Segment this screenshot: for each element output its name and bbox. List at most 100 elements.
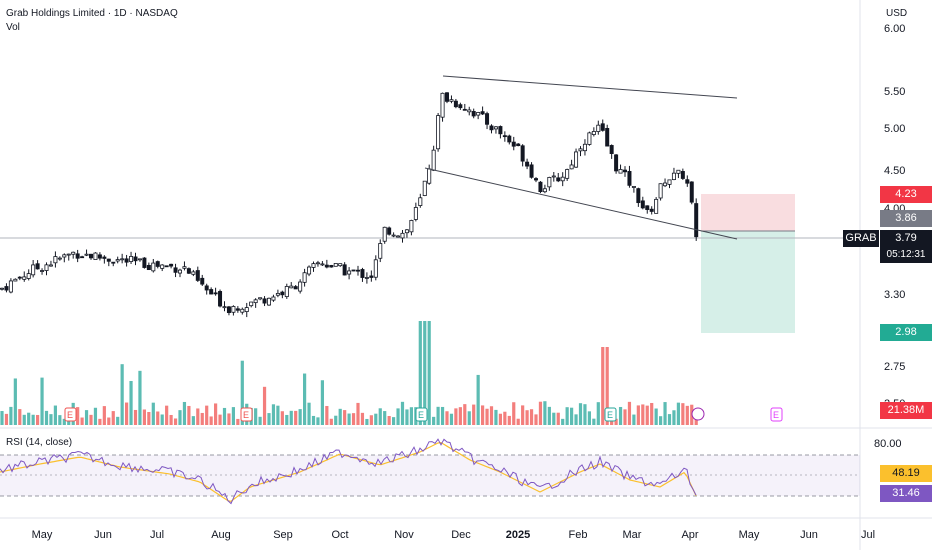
countdown-tag: 05:12:31 [880,246,932,263]
volume-bar [587,411,591,425]
volume-bar [156,411,160,425]
candle-body [142,257,147,268]
volume-bar [498,413,502,425]
volume-bar [258,416,262,425]
candle-body [542,188,547,193]
candle-body [320,263,325,266]
volume-bar [440,406,445,425]
volume-bar [636,405,640,425]
volume-bar [556,412,560,425]
candle-body [111,261,116,264]
candle-body [422,180,427,196]
volume-bar [676,402,680,425]
volume-bar [400,401,405,425]
candle-body [302,272,307,283]
candle-body [35,263,40,270]
candle-body [582,143,587,152]
candle-body [186,268,191,274]
volume-bar [325,405,329,425]
candle-body [560,176,565,182]
volume-bar [641,404,645,425]
candle-body [485,113,490,125]
volume-bar [516,418,520,425]
volume-bar [467,411,471,425]
volume-bar [298,409,302,425]
volume-bar [485,408,489,425]
candle-body [351,269,356,272]
candle-body [680,171,685,179]
volume-bar [605,347,609,425]
candle-body [93,252,98,260]
candle-body [440,92,445,118]
candle-body [382,226,387,242]
volume-bar [618,406,623,425]
candle-body [623,169,628,173]
candle-body [631,185,636,188]
candle-body [89,253,94,259]
x-axis-label: May [739,529,760,541]
candle-body [102,256,107,259]
volume-bar [27,412,31,425]
volume-bar [534,414,538,425]
candle-body [226,306,231,313]
candle-body [40,270,45,272]
candle-body [347,270,352,275]
volume-bar [392,417,396,425]
candle-body [311,263,316,268]
candle-body [449,99,454,102]
price-axis-label: 6.00 [884,23,905,35]
volume-bar [129,380,133,425]
volume-bar [632,414,636,425]
volume-bar [316,417,320,425]
candle-body [160,264,165,269]
volume-bar [449,413,454,425]
candle-body [71,251,76,255]
x-axis-label: Jun [800,529,818,541]
volume-bar [552,412,556,425]
candle-body [565,169,570,179]
candle-body [569,164,574,170]
candle-body [476,112,481,116]
volume-bar [40,377,44,425]
candle-body [645,205,650,210]
volume-bar [374,413,378,425]
candle-body [667,179,672,185]
volume-bar [529,409,534,425]
dividend-marker [691,407,705,421]
volume-bar [120,364,124,425]
volume-bar [396,408,400,425]
volume-bar [13,378,17,425]
candle-body [22,276,27,280]
volume-bar [285,414,289,425]
volume-bar [147,411,151,425]
candle-body [689,181,694,203]
volume-bar [445,411,449,425]
candle-body [48,264,53,267]
volume-bar [303,373,307,425]
candle-body [271,296,276,301]
candle-body [400,232,405,239]
candle-body [80,256,85,259]
earnings-marker-label: E [67,410,73,420]
volume-bar [685,405,689,425]
volume-bar [262,386,267,425]
candle-body [26,273,31,279]
candle-body [534,178,539,181]
candle-body [284,286,289,297]
channel-lower-line [424,167,738,240]
currency-label[interactable]: USD [886,8,908,19]
candle-body [507,135,512,143]
volume-bar [476,374,480,425]
candle-body [373,259,378,278]
candle-body [213,292,218,295]
volume-bar [418,321,422,425]
rsi-band [0,455,860,496]
candle-body [44,264,49,271]
candle-body [640,200,645,209]
volume-bar [151,402,155,425]
candle-body [146,265,151,271]
x-axis-label: Jul [861,529,875,541]
volume-bar [547,406,551,425]
volume-bar [231,407,235,425]
